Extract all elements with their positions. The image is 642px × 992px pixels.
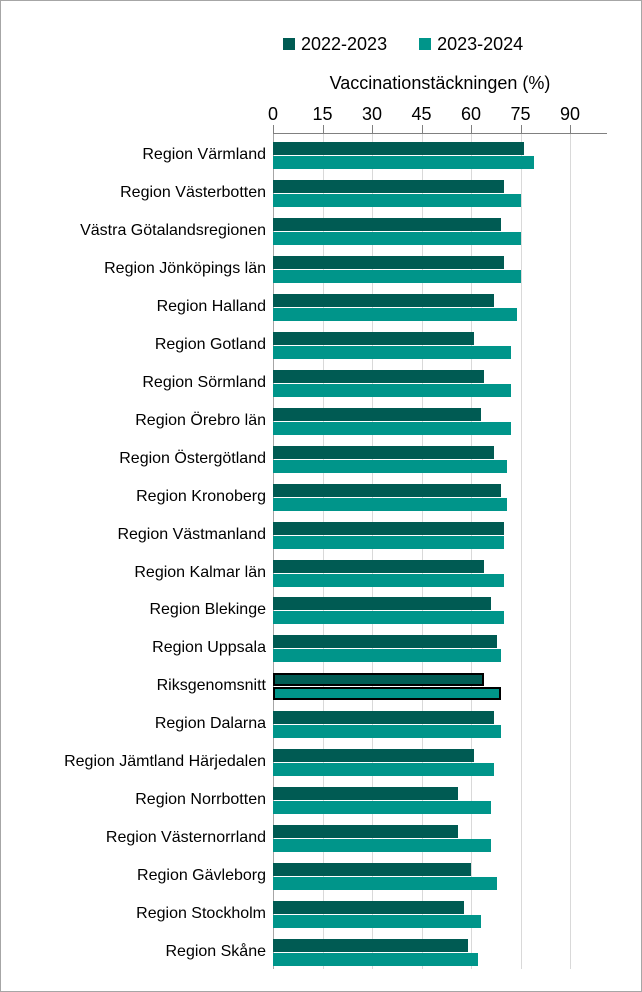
bar-2023-2024 — [273, 345, 511, 359]
bar-2023-2024 — [273, 839, 491, 853]
plot-area — [273, 134, 607, 969]
x-tick-label: 30 — [361, 104, 383, 124]
bar-2022-2023 — [273, 939, 468, 953]
gridline — [322, 134, 324, 969]
zero-axis-line — [273, 134, 274, 969]
bar-2022-2023 — [273, 559, 485, 573]
category-label: Region Gävleborg — [137, 867, 266, 885]
legend: 2022-2023 2023-2024 — [283, 31, 523, 57]
category-label: Västra Götalandsregionen — [80, 221, 266, 239]
gridline — [421, 134, 423, 969]
gridline — [372, 134, 373, 969]
bar-2023-2024 — [273, 953, 478, 967]
x-tick-mark — [471, 125, 472, 134]
legend-label: 2023-2024 — [437, 33, 524, 54]
axis-line — [273, 133, 607, 134]
x-tick-label: 45 — [411, 104, 432, 124]
category-label: Region Kalmar län — [134, 563, 266, 581]
bar-2023-2024 — [273, 611, 504, 625]
bar-2022-2023 — [273, 445, 495, 459]
x-tick-label: 90 — [559, 104, 581, 124]
bar-2023-2024 — [273, 307, 518, 321]
category-label: Region Gotland — [154, 335, 266, 353]
bar-2022-2023 — [273, 293, 495, 307]
bar-2022-2023 — [273, 711, 495, 725]
bar-2023-2024-highlighted — [273, 687, 501, 701]
bar-2022-2023 — [273, 749, 475, 763]
bar-2023-2024 — [273, 231, 521, 245]
x-tick-label: 15 — [312, 104, 333, 124]
category-label: Region Uppsala — [152, 639, 266, 657]
gridline — [570, 134, 571, 969]
category-label: Region Stockholm — [136, 905, 266, 923]
legend-swatch — [419, 38, 432, 50]
bar-2022-2023 — [273, 597, 491, 611]
category-labels: Region Värmland Region Västerbotten Västra… — [1, 134, 266, 969]
x-tick-label: 60 — [460, 104, 482, 124]
category-label: Region Västernorrland — [105, 829, 266, 847]
x-tick-mark — [570, 125, 571, 134]
bar-2022-2023 — [273, 217, 501, 231]
category-label: Region Västmanland — [117, 525, 266, 543]
bar-2022-2023 — [273, 369, 485, 383]
legend-item-2022-2023: 2022-2023 — [283, 34, 387, 55]
gridline — [520, 134, 522, 969]
bar-2023-2024 — [273, 915, 481, 929]
bar-2023-2024 — [273, 156, 534, 169]
bar-2023-2024 — [273, 763, 495, 777]
category-label: Region Västerbotten — [120, 183, 266, 201]
category-label: Region Norrbotten — [135, 791, 266, 809]
bar-2023-2024 — [273, 801, 491, 815]
bar-2022-2023 — [273, 179, 504, 193]
category-label: Region Skåne — [165, 943, 266, 961]
bar-2022-2023 — [273, 142, 524, 155]
gridline — [471, 134, 472, 969]
x-tick-mark — [322, 125, 324, 134]
category-label: Region Dalarna — [154, 715, 266, 733]
bar-2023-2024 — [273, 269, 521, 283]
x-tick-mark — [273, 125, 274, 134]
category-label: Region Halland — [156, 297, 266, 315]
category-label: Region Kronoberg — [136, 487, 266, 505]
category-label: Region Blekinge — [149, 601, 266, 619]
bar-2022-2023 — [273, 863, 471, 877]
category-label: Riksgenomsnitt — [156, 677, 266, 695]
bar-2022-2023 — [273, 787, 458, 801]
bar-2023-2024 — [273, 535, 504, 549]
bar-2022-2023 — [273, 331, 475, 345]
x-tick-mark — [520, 125, 522, 134]
bar-2022-2023 — [273, 521, 504, 535]
x-tick-label: 0 — [267, 104, 279, 124]
bar-2023-2024 — [273, 193, 521, 207]
legend-label: 2022-2023 — [301, 33, 388, 54]
legend-item-2023-2024: 2023-2024 — [419, 34, 523, 55]
bar-2023-2024 — [273, 573, 504, 587]
x-tick-mark — [421, 125, 423, 134]
legend-swatch — [283, 38, 295, 50]
bar-2023-2024 — [273, 383, 511, 397]
bar-2023-2024 — [273, 725, 501, 739]
bar-2022-2023 — [273, 255, 504, 269]
category-label: Region Värmland — [142, 146, 266, 163]
bar-2023-2024 — [273, 497, 508, 511]
x-tick-mark — [372, 125, 373, 134]
bar-2022-2023 — [273, 901, 465, 915]
bar-2023-2024 — [273, 421, 511, 435]
bar-2023-2024 — [273, 649, 501, 663]
bar-2023-2024 — [273, 877, 498, 891]
bar-2022-2023-highlighted — [273, 673, 485, 687]
category-label: Region Jämtland Härjedalen — [64, 753, 266, 771]
category-label: Region Östergötland — [119, 449, 266, 467]
bar-2023-2024 — [273, 459, 508, 473]
axis-title: Vaccinationstäckningen (%) — [329, 73, 551, 93]
bar-2022-2023 — [273, 825, 458, 839]
category-label: Region Sörmland — [142, 373, 266, 391]
bar-2022-2023 — [273, 407, 481, 421]
x-tick-label: 75 — [510, 104, 531, 124]
bar-2022-2023 — [273, 483, 501, 497]
category-label: Region Jönköpings län — [104, 259, 266, 277]
bar-2022-2023 — [273, 635, 498, 649]
category-label: Region Örebro län — [135, 411, 266, 429]
